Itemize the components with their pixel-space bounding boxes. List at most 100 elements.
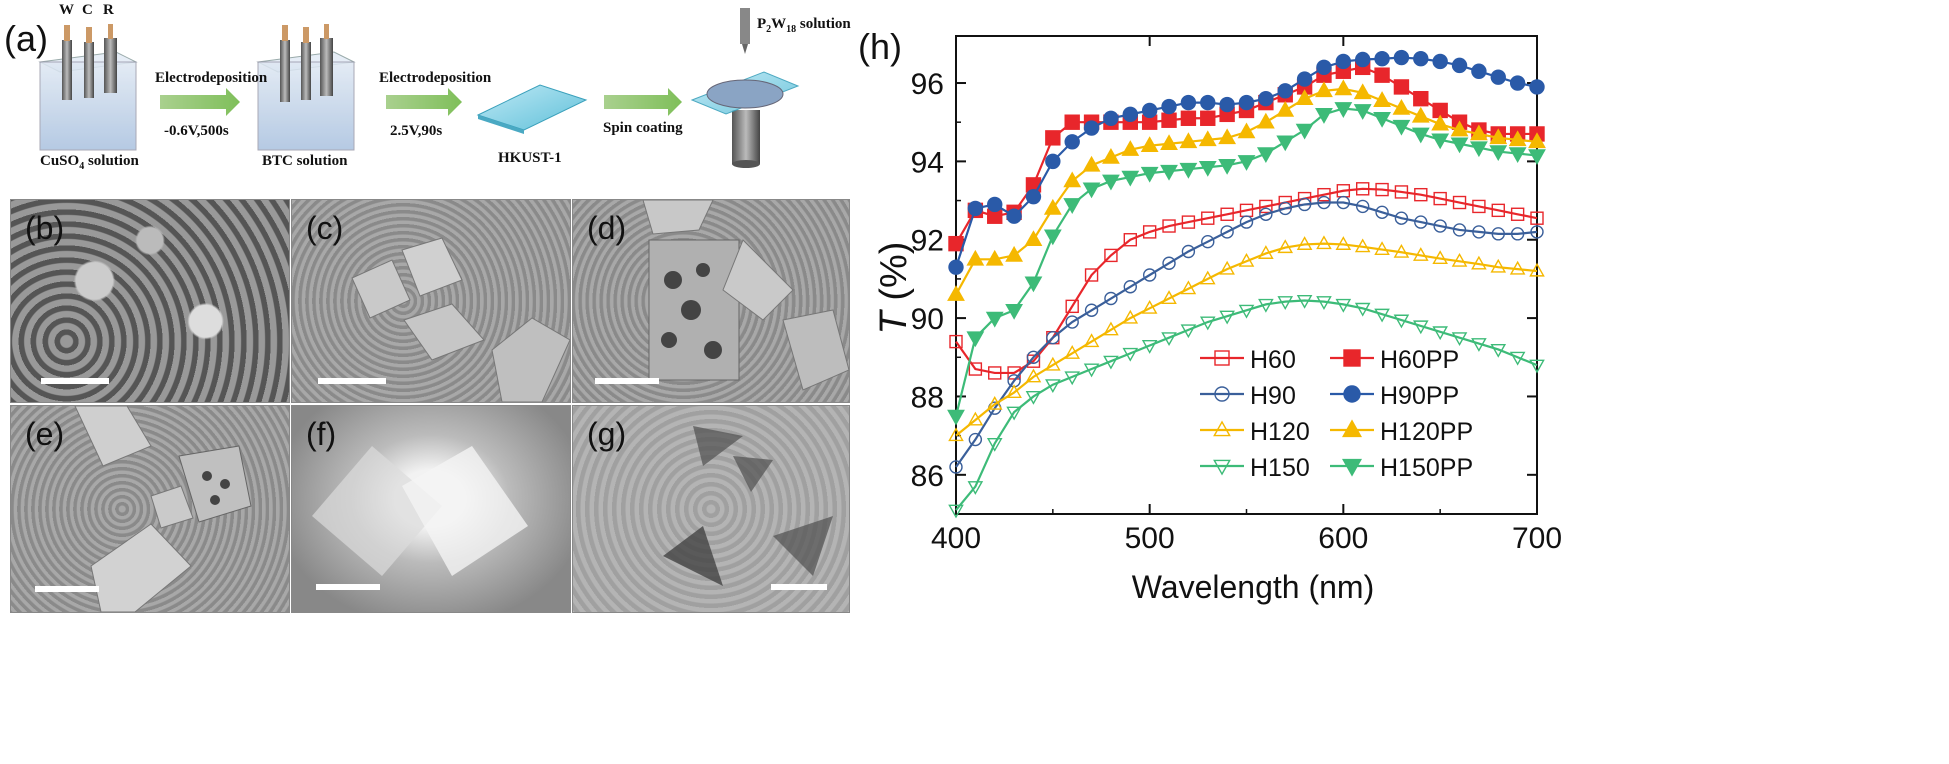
sem-e-label: (e) [25,416,65,452]
legend-marker-h90pp [1343,385,1361,403]
data-point-h150pp [1218,158,1237,175]
data-point-h150 [1199,316,1216,331]
data-point-h60pp [1413,90,1429,107]
legend-label-h60: H60 [1250,346,1296,374]
arrow-2-icon [386,88,462,116]
data-point-h120 [1354,238,1371,253]
data-point-h150pp [1528,149,1546,165]
data-point-h150pp [1179,162,1198,179]
data-point-h120pp [985,249,1004,266]
crystal-closeup-icon [312,446,528,576]
data-point-h150pp [1256,147,1275,164]
legend-marker-h150 [1213,459,1231,476]
data-point-h90pp [1083,120,1100,136]
step-btc-label: BTC solution [262,153,348,169]
data-point-h150 [1141,340,1158,354]
x-axis-label: Wavelength (nm) [1132,569,1374,605]
data-point-h60 [1433,191,1447,206]
data-point-h90 [1181,244,1196,259]
data-point-h60pp [1393,79,1410,95]
data-point-h120pp [1218,128,1237,145]
data-point-h90 [1510,227,1525,241]
data-point-h120 [986,395,1003,410]
legend-label-h120pp: H120PP [1380,418,1473,446]
data-point-h120pp [1353,83,1372,100]
data-point-h60 [1026,354,1041,368]
y-tick-label: 96 [911,68,944,101]
data-point-h90 [1046,330,1060,345]
data-point-h120 [1083,333,1100,348]
legend-marker-h60 [1214,350,1230,366]
data-point-h150 [1083,363,1100,378]
step-electrodeposition-2-cond: 2.5V,90s [390,123,443,139]
step-hkust-label: HKUST-1 [498,150,562,166]
electrode-label-r: R [103,2,114,18]
data-point-h150pp [1063,198,1082,214]
data-point-h90pp [1529,79,1545,95]
data-point-h90pp [1490,69,1506,85]
data-point-h120 [1219,260,1235,275]
data-point-h90 [1259,207,1273,221]
data-point-h60pp [1374,67,1390,83]
sem-panel-c: (c) [291,199,571,403]
y-tick-label: 92 [911,225,944,258]
data-point-h120 [1471,255,1487,270]
legend-marker-h60pp [1343,349,1361,367]
octahedral-crystals-icon [351,237,570,402]
data-point-h90 [1278,201,1292,216]
data-point-h90pp [1180,94,1197,111]
data-point-h120pp [1160,134,1178,151]
data-point-h120pp [1528,132,1546,149]
data-point-h120 [1451,252,1468,267]
data-point-h120pp [1256,112,1275,129]
data-point-h90pp [1335,53,1352,70]
data-point-h90pp [967,200,984,217]
data-point-h120pp [1489,128,1508,145]
data-point-h90 [1472,225,1486,239]
arrow-1-icon [160,88,240,116]
data-point-h90pp [1064,134,1080,150]
data-point-h60 [1452,195,1467,210]
data-point-h60 [1375,182,1389,197]
data-point-h150pp [1353,104,1372,120]
data-point-h90 [1142,268,1157,282]
y-tick-label: 86 [911,460,944,493]
data-point-h120pp [1450,120,1469,137]
data-point-h120pp [966,249,985,266]
data-point-h60 [1317,187,1331,202]
data-point-h90 [1414,215,1428,229]
data-point-h150 [1529,359,1545,374]
sem-f-label: (f) [306,416,337,452]
data-point-h120 [1258,245,1274,259]
beaker-1-icon [38,24,138,151]
scale-bar [771,584,827,590]
data-point-h120 [1025,368,1042,383]
transmittance-chart: 400 500 600 700 86 88 90 92 94 96 H60 H90 H120 H150 H6… [873,35,1562,605]
data-point-h120pp [1392,99,1411,115]
data-point-h90pp [1161,98,1177,115]
data-point-h150 [967,481,984,495]
sem-panel-f: (f) [291,405,571,613]
sem-panel-d: (d) [572,199,850,403]
data-point-h150 [1316,296,1332,310]
data-point-h120pp [1198,130,1217,147]
y-tick-label: 88 [911,381,944,414]
data-point-h150pp [1160,164,1178,181]
porous-crystal-icon [642,200,849,391]
data-point-h150 [948,504,964,519]
data-point-h150pp [1140,166,1159,183]
data-point-h150pp [1121,170,1140,187]
data-point-h60pp [1161,112,1177,128]
data-point-h90pp [1393,49,1410,66]
data-point-h90 [968,432,983,447]
data-point-h120 [967,411,984,426]
data-point-h90pp [1432,53,1448,70]
data-point-h120pp [1082,155,1101,172]
step-electrodeposition-2-label: Electrodeposition [379,70,492,86]
data-point-h120 [1238,252,1255,267]
data-point-h120pp [1121,140,1140,156]
data-point-h60 [1491,203,1505,218]
y-tick-label: 90 [911,303,944,336]
data-point-h60pp [1045,130,1061,146]
data-point-h120 [948,427,964,442]
